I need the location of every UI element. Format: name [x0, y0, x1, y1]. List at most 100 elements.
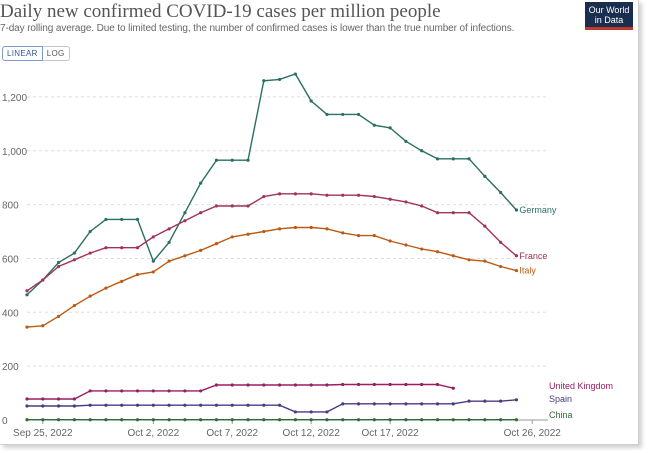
data-point-italy [451, 254, 455, 258]
data-point-spain [514, 398, 519, 402]
data-point-germany [388, 126, 392, 130]
owid-logo[interactable]: Our World in Data [585, 2, 633, 30]
data-point-china [404, 418, 408, 422]
data-point-united-kingdom [230, 383, 234, 387]
data-point-italy [167, 259, 171, 263]
data-point-spain [151, 403, 155, 407]
data-point-china [514, 418, 519, 422]
data-point-germany [341, 112, 345, 117]
data-point-united-kingdom [420, 382, 424, 387]
data-point-china [293, 418, 297, 422]
data-point-spain [309, 410, 313, 414]
data-point-germany [72, 251, 76, 255]
data-point-italy [151, 270, 155, 274]
chart-subtitle: 7-day rolling average. Due to limited te… [0, 23, 515, 34]
data-point-italy [72, 303, 76, 308]
data-point-germany [483, 174, 487, 178]
data-point-italy [56, 314, 61, 318]
data-point-germany [262, 79, 266, 83]
data-point-italy [420, 247, 424, 251]
data-point-france [451, 211, 455, 215]
data-point-france [135, 246, 140, 250]
series-line-spain [27, 399, 517, 413]
data-point-italy [499, 264, 503, 269]
data-point-china [420, 418, 424, 422]
data-point-germany [372, 123, 376, 127]
data-point-china [372, 418, 376, 422]
data-point-united-kingdom [451, 386, 455, 390]
data-point-spain [435, 402, 440, 406]
data-point-germany [435, 157, 440, 161]
data-point-united-kingdom [104, 389, 108, 393]
logo-line-2: in Data [594, 15, 624, 25]
data-point-italy [278, 227, 282, 231]
data-point-germany [135, 217, 140, 222]
y-tick-label: 600 [2, 254, 19, 265]
data-point-france [246, 204, 250, 208]
data-point-france [483, 224, 487, 228]
data-point-italy [88, 294, 92, 298]
data-point-china [325, 418, 329, 422]
scale-log-button[interactable]: LOG [42, 46, 70, 61]
data-point-china [135, 418, 140, 422]
data-point-france [325, 193, 329, 197]
data-point-france [514, 254, 519, 258]
data-point-france [372, 194, 376, 199]
data-point-united-kingdom [404, 382, 408, 387]
data-point-france [199, 211, 203, 215]
data-point-france [25, 289, 29, 293]
data-point-france [88, 251, 92, 255]
data-point-france [104, 246, 108, 250]
data-point-italy [372, 233, 376, 238]
logo-line-1: Our World [588, 5, 630, 15]
data-point-spain [356, 402, 361, 406]
data-point-germany [214, 158, 219, 162]
data-point-china [151, 418, 155, 422]
data-point-italy [135, 273, 140, 277]
data-point-france [293, 192, 297, 196]
data-point-spain [120, 403, 124, 407]
series-line-germany [26, 73, 517, 296]
data-point-spain [246, 403, 250, 407]
data-point-china [246, 418, 250, 422]
data-point-france [404, 200, 408, 204]
data-point-france [120, 246, 124, 250]
data-point-france [341, 193, 345, 197]
series-line-italy [26, 226, 517, 328]
data-point-germany [183, 211, 187, 215]
data-point-china [451, 418, 455, 422]
data-point-germany [467, 157, 471, 161]
data-point-germany [451, 157, 455, 161]
data-point-united-kingdom [56, 397, 61, 401]
data-point-germany [499, 190, 503, 195]
data-point-spain [262, 403, 266, 407]
scale-linear-button[interactable]: LINEAR [2, 46, 43, 61]
y-tick-label: 200 [2, 362, 19, 373]
data-point-france [214, 204, 219, 208]
series-line-france [26, 193, 517, 292]
data-point-china [278, 418, 282, 422]
data-point-china [25, 418, 29, 422]
data-point-china [72, 418, 76, 422]
data-point-spain [341, 402, 345, 406]
data-point-china [356, 418, 361, 422]
data-point-spain [41, 404, 45, 408]
data-point-italy [467, 258, 471, 262]
data-point-germany [404, 139, 408, 143]
data-point-spain [25, 404, 29, 408]
y-tick-label: 400 [2, 308, 19, 319]
series-label-united-kingdom: United Kingdom [549, 381, 613, 391]
data-point-united-kingdom [341, 382, 345, 387]
data-point-italy [214, 242, 219, 246]
data-point-united-kingdom [388, 382, 392, 387]
x-tick-label: Oct 17, 2022 [361, 428, 419, 439]
data-point-china [120, 418, 124, 422]
data-point-united-kingdom [214, 383, 219, 387]
data-point-germany [120, 217, 124, 222]
data-point-united-kingdom [356, 382, 361, 387]
series-label-china: China [549, 410, 573, 420]
data-point-france [41, 278, 45, 282]
data-point-germany [56, 260, 61, 265]
data-point-china [499, 418, 503, 422]
